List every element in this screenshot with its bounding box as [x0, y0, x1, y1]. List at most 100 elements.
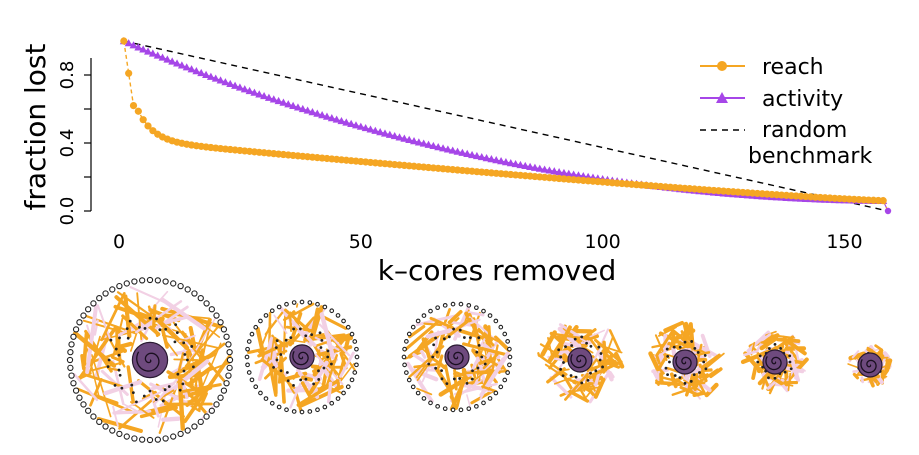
legend-reach-label: reach: [762, 55, 824, 80]
activity-point: [318, 111, 327, 119]
activity-point: [497, 157, 506, 165]
activity-point: [202, 70, 211, 78]
reach-point: [125, 69, 133, 77]
activity-point: [356, 122, 365, 130]
activity-point: [255, 90, 264, 98]
network-graph: [847, 344, 893, 388]
legend-activity-marker: [716, 92, 728, 103]
activity-point: [395, 133, 404, 141]
reach-point: [134, 107, 142, 115]
network-graph: [66, 276, 234, 444]
activity-point: [264, 93, 273, 101]
y-tick-label: 0.0: [57, 197, 78, 226]
series-reach: [120, 37, 892, 215]
network-graph: [740, 330, 809, 395]
activity-point: [351, 121, 360, 129]
activity-point: [564, 169, 573, 177]
activity-point: [434, 143, 443, 151]
x-tick-label: 150: [826, 231, 862, 253]
activity-point: [337, 116, 346, 125]
activity-point: [390, 131, 399, 140]
activity-point: [322, 112, 331, 120]
activity-point: [298, 104, 307, 113]
activity-point: [269, 95, 278, 103]
activity-point: [400, 134, 409, 142]
activity-point: [342, 118, 351, 126]
reach-point: [120, 37, 128, 45]
activity-point: [472, 151, 481, 160]
activity-point: [308, 108, 317, 116]
network-graph: [244, 299, 360, 415]
activity-point: [206, 72, 215, 80]
activity-point: [226, 79, 235, 88]
activity-point: [284, 100, 293, 108]
activity-point: [545, 166, 554, 174]
activity-point: [569, 170, 578, 178]
reach-point: [144, 122, 152, 130]
network-graph: [537, 323, 625, 404]
x-tick-label: 0: [113, 231, 125, 253]
series-random-benchmark: [123, 40, 889, 212]
activity-point: [574, 171, 583, 179]
activity-point: [332, 115, 341, 123]
activity-point: [463, 149, 472, 157]
activity-point: [231, 81, 240, 89]
activity-point: [506, 159, 515, 167]
activity-point: [366, 125, 375, 133]
activity-point: [289, 101, 298, 109]
activity-point: [492, 156, 501, 164]
axes: 0.0 0.4 0.8 0 50 100 150: [57, 58, 863, 253]
activity-point: [313, 109, 322, 117]
activity-point: [468, 150, 477, 159]
activity-point: [511, 159, 520, 168]
activity-point: [453, 147, 462, 155]
activity-point: [448, 146, 457, 154]
activity-point: [168, 57, 177, 65]
legend-reach-marker: [717, 61, 727, 71]
activity-point: [163, 55, 172, 63]
activity-point: [153, 51, 162, 59]
activity-point: [361, 123, 370, 132]
activity-point: [414, 138, 423, 146]
activity-point: [559, 168, 568, 177]
activity-point: [429, 141, 438, 150]
activity-point: [424, 140, 433, 148]
activity-point: [385, 130, 394, 138]
activity-point: [535, 164, 544, 172]
activity-point: [516, 160, 525, 169]
activity-point: [250, 88, 259, 96]
y-axis-label: fraction lost: [19, 44, 52, 211]
activity-point: [173, 59, 182, 67]
activity-point: [327, 114, 336, 122]
y-tick-label: 0.4: [57, 129, 78, 158]
y-tick-label: 0.8: [57, 61, 78, 90]
activity-point: [216, 76, 225, 84]
reach-point: [879, 197, 887, 205]
activity-point: [477, 152, 486, 161]
activity-point: [293, 103, 302, 111]
activity-point: [144, 47, 153, 55]
activity-point: [376, 128, 385, 136]
reach-point: [139, 116, 147, 124]
activity-point: [187, 65, 196, 73]
activity-point: [197, 68, 206, 77]
activity-point: [347, 119, 356, 127]
activity-point: [501, 158, 510, 166]
activity-point: [274, 96, 283, 105]
line-chart: 0.0 0.4 0.8 0 50 100 150 fraction lost k–cores…: [19, 37, 892, 287]
activity-point: [405, 135, 414, 143]
activity-point: [458, 148, 467, 156]
activity-point: [439, 144, 448, 152]
end-point: [884, 207, 892, 215]
activity-point: [192, 67, 201, 75]
network-visualizations: [66, 276, 893, 444]
activity-point: [540, 165, 549, 173]
activity-point: [482, 154, 491, 162]
activity-point: [579, 172, 588, 180]
activity-point: [419, 139, 428, 147]
activity-point: [260, 91, 269, 100]
activity-point: [521, 161, 530, 170]
network-graph: [401, 301, 513, 413]
